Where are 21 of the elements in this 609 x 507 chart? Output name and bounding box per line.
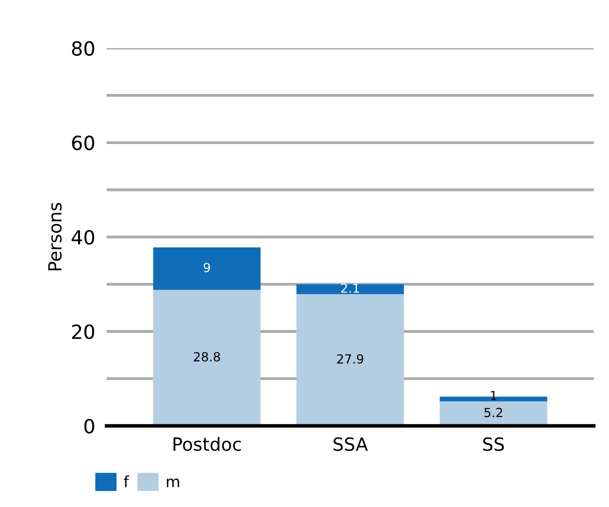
y-tick-label: 20 xyxy=(72,324,94,340)
y-tick-label: 80 xyxy=(72,41,94,56)
bar xyxy=(296,294,404,426)
y-tick-label: 40 xyxy=(72,230,94,245)
y-tick-label: 60 xyxy=(72,136,94,150)
data-label: 5.2 xyxy=(484,408,502,418)
bar xyxy=(296,284,404,294)
x-tick-label: SSA xyxy=(334,437,368,451)
x-tick-label: SS xyxy=(483,437,504,451)
data-label: 2.1 xyxy=(341,283,359,293)
data-label: 27.9 xyxy=(337,354,364,364)
legend-label: m xyxy=(166,478,180,488)
x-tick-label: Postdoc xyxy=(174,436,241,451)
bar xyxy=(153,290,261,426)
y-tick-label: 0 xyxy=(84,418,94,434)
bar xyxy=(153,247,261,290)
bar xyxy=(440,401,548,426)
legend-label: f xyxy=(124,475,130,488)
data-label: 28.8 xyxy=(194,352,220,362)
y-axis-title: Persons xyxy=(48,202,62,270)
data-label: 9 xyxy=(204,262,210,272)
